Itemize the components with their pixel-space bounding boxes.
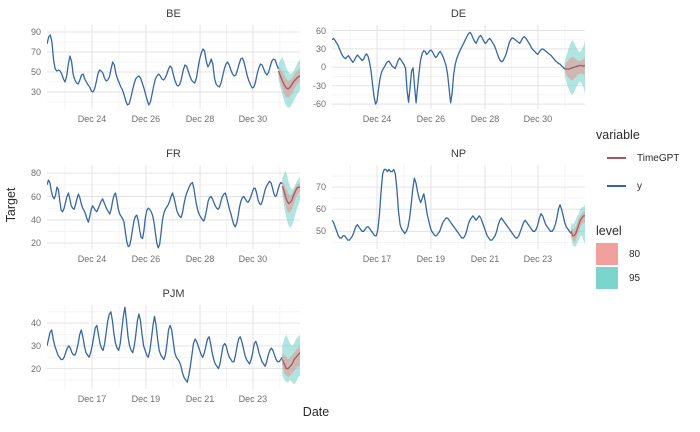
facet-title-NP: NP bbox=[450, 148, 467, 160]
series-timegpt-line bbox=[277, 70, 300, 90]
x-tick-label: Dec 30 bbox=[238, 254, 268, 264]
y-tick-label: 50 bbox=[30, 67, 41, 77]
y-tick-label: 20 bbox=[30, 238, 41, 249]
x-tick-label: Dec 21 bbox=[185, 394, 215, 404]
legend-variable-title: variable bbox=[596, 128, 640, 142]
x-tick-label: Dec 30 bbox=[523, 114, 553, 124]
x-tick-label: Dec 21 bbox=[470, 254, 500, 264]
facet-title-FR: FR bbox=[166, 148, 181, 160]
legend-item-level-95: 95 bbox=[596, 266, 679, 290]
legend-item-timegpt: TimeGPT bbox=[596, 146, 679, 170]
facet-title-DE: DE bbox=[450, 8, 467, 20]
band-80 bbox=[282, 345, 300, 378]
series-y-line bbox=[332, 168, 572, 241]
y-tick-label: 30 bbox=[30, 340, 41, 351]
facet-BE-panel bbox=[47, 25, 300, 109]
legend-item-label: 95 bbox=[629, 272, 641, 284]
y-tick-label: 40 bbox=[30, 214, 41, 225]
x-tick-label: Dec 23 bbox=[523, 254, 553, 264]
x-tick-label: Dec 26 bbox=[416, 114, 446, 124]
y-axis-title: Target bbox=[4, 187, 18, 223]
y-tick-label: 40 bbox=[30, 318, 41, 329]
x-tick-label: Dec 24 bbox=[77, 254, 107, 264]
series-y-line bbox=[332, 31, 566, 105]
y-tick-label: 60 bbox=[30, 191, 41, 202]
x-tick-label: Dec 17 bbox=[362, 254, 392, 264]
x-tick-label: Dec 30 bbox=[238, 114, 268, 124]
legend-item-y: y bbox=[596, 174, 679, 198]
x-tick-label: Dec 28 bbox=[185, 114, 215, 124]
series-timegpt-line bbox=[564, 64, 585, 70]
level-80-swatch-icon bbox=[596, 243, 618, 265]
series-timegpt-line bbox=[281, 352, 300, 370]
x-tick-label: Dec 17 bbox=[77, 394, 107, 404]
band-80 bbox=[278, 67, 300, 98]
legend-item-label: y bbox=[637, 180, 642, 192]
y-tick-label: 20 bbox=[30, 363, 41, 374]
y-tick-label: 0 bbox=[320, 62, 326, 73]
y-tick-label: 50 bbox=[315, 226, 326, 237]
facet-title-BE: BE bbox=[166, 8, 181, 20]
y-tick-label: -30 bbox=[312, 80, 326, 91]
facet-NP-panel bbox=[332, 165, 585, 249]
y-tick-label: 60 bbox=[315, 25, 326, 36]
series-y-line bbox=[47, 34, 280, 106]
facet-PJM-panel bbox=[47, 305, 300, 389]
y-tick-label: 70 bbox=[315, 182, 326, 193]
x-tick-label: Dec 28 bbox=[470, 114, 500, 124]
series-timegpt-line bbox=[570, 215, 585, 237]
legend-item-level-80: 80 bbox=[596, 242, 679, 266]
facet-FR-panel bbox=[47, 165, 300, 249]
y-tick-label: 30 bbox=[30, 87, 41, 97]
y-tick-label: 60 bbox=[315, 204, 326, 215]
x-tick-label: Dec 23 bbox=[238, 394, 268, 404]
band-80 bbox=[564, 56, 585, 81]
level-95-swatch-icon bbox=[596, 267, 618, 289]
facet-DE-panel bbox=[332, 25, 585, 109]
timegpt-line-swatch-icon bbox=[607, 157, 626, 159]
x-tick-label: Dec 26 bbox=[131, 114, 161, 124]
series-timegpt-line bbox=[281, 185, 300, 205]
x-axis-title: Date bbox=[302, 405, 330, 419]
x-tick-label: Dec 24 bbox=[77, 114, 107, 124]
x-tick-label: Dec 28 bbox=[185, 254, 215, 264]
series-y-line bbox=[47, 306, 283, 383]
y-tick-label: 30 bbox=[315, 43, 326, 54]
legend-item-label: TimeGPT bbox=[637, 152, 680, 164]
y-tick-label: 80 bbox=[30, 168, 41, 179]
x-tick-label: Dec 19 bbox=[416, 254, 446, 264]
y-tick-label: 70 bbox=[30, 47, 41, 57]
x-tick-label: Dec 19 bbox=[131, 394, 161, 404]
y-line-swatch-icon bbox=[607, 185, 626, 187]
x-tick-label: Dec 26 bbox=[131, 254, 161, 264]
facet-title-PJM: PJM bbox=[162, 288, 185, 300]
series-y-line bbox=[47, 179, 283, 249]
x-tick-label: Dec 24 bbox=[362, 114, 392, 124]
y-tick-label: -60 bbox=[312, 99, 326, 110]
legend-item-label: 80 bbox=[629, 248, 641, 260]
band-80 bbox=[282, 181, 300, 213]
y-tick-label: 90 bbox=[30, 27, 41, 37]
legend-level-title: level bbox=[596, 224, 622, 238]
legend: variable TimeGPT y level 80 95 bbox=[596, 128, 679, 290]
